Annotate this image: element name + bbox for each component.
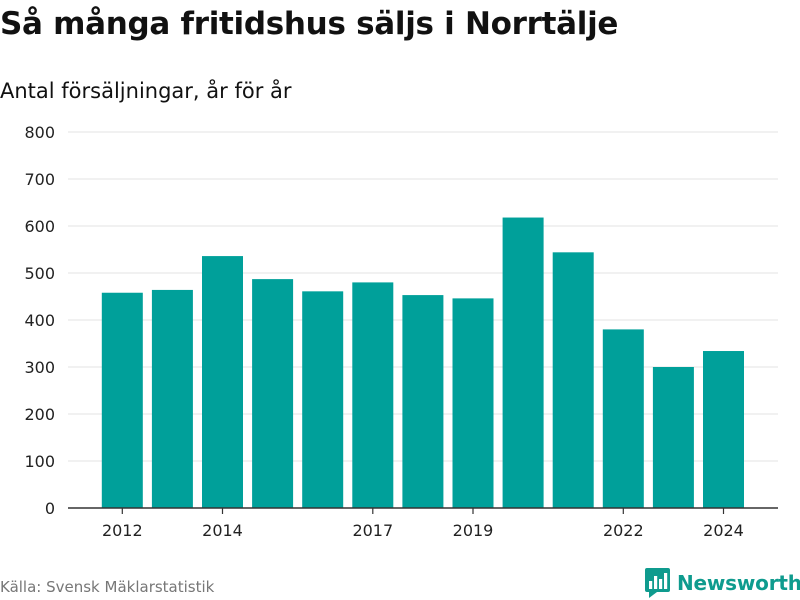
- brand-logo-block: Newsworthy: [645, 568, 800, 598]
- bar: [452, 298, 494, 508]
- y-tick-label: 500: [24, 264, 55, 283]
- y-tick-label: 0: [45, 499, 55, 518]
- bar: [602, 329, 644, 508]
- x-tick-label: 2019: [453, 521, 494, 540]
- chart-title: Så många fritidshus säljs i Norrtälje: [0, 6, 619, 42]
- chart-subtitle: Antal försäljningar, år för år: [0, 79, 292, 103]
- y-tick-label: 800: [24, 123, 55, 142]
- bar: [252, 279, 294, 508]
- axes: 0 100 200 300 400 500 600 700 800 2012 2014 2017 201…: [24, 123, 778, 540]
- y-tick-label: 600: [24, 217, 55, 236]
- bar: [652, 367, 694, 508]
- bar: [402, 295, 444, 508]
- y-tick-label: 100: [24, 452, 55, 471]
- y-tick-label: 700: [24, 170, 55, 189]
- bar: [302, 291, 344, 508]
- y-tick-label: 300: [24, 358, 55, 377]
- bars: [101, 217, 744, 509]
- y-tick-label: 400: [24, 311, 55, 330]
- bar: [352, 282, 394, 508]
- brand-name: Newsworthy: [677, 571, 800, 595]
- x-tick-label: 2014: [202, 521, 243, 540]
- y-tick-label: 200: [24, 405, 55, 424]
- newsworthy-logo-icon: [645, 568, 670, 598]
- bar: [101, 292, 143, 508]
- bar: [502, 217, 544, 509]
- bar: [202, 256, 243, 508]
- bar-chart: 0 100 200 300 400 500 600 700 800 2012 2014 2017 201…: [24, 123, 778, 540]
- x-tick-label: 2012: [102, 521, 143, 540]
- x-tick-label: 2022: [603, 521, 644, 540]
- x-tick-label: 2017: [352, 521, 393, 540]
- x-tick-label: 2024: [703, 521, 744, 540]
- bar: [151, 289, 193, 508]
- bar: [703, 351, 744, 508]
- bar: [552, 252, 594, 508]
- source-note: Källa: Svensk Mäklarstatistik: [0, 578, 215, 596]
